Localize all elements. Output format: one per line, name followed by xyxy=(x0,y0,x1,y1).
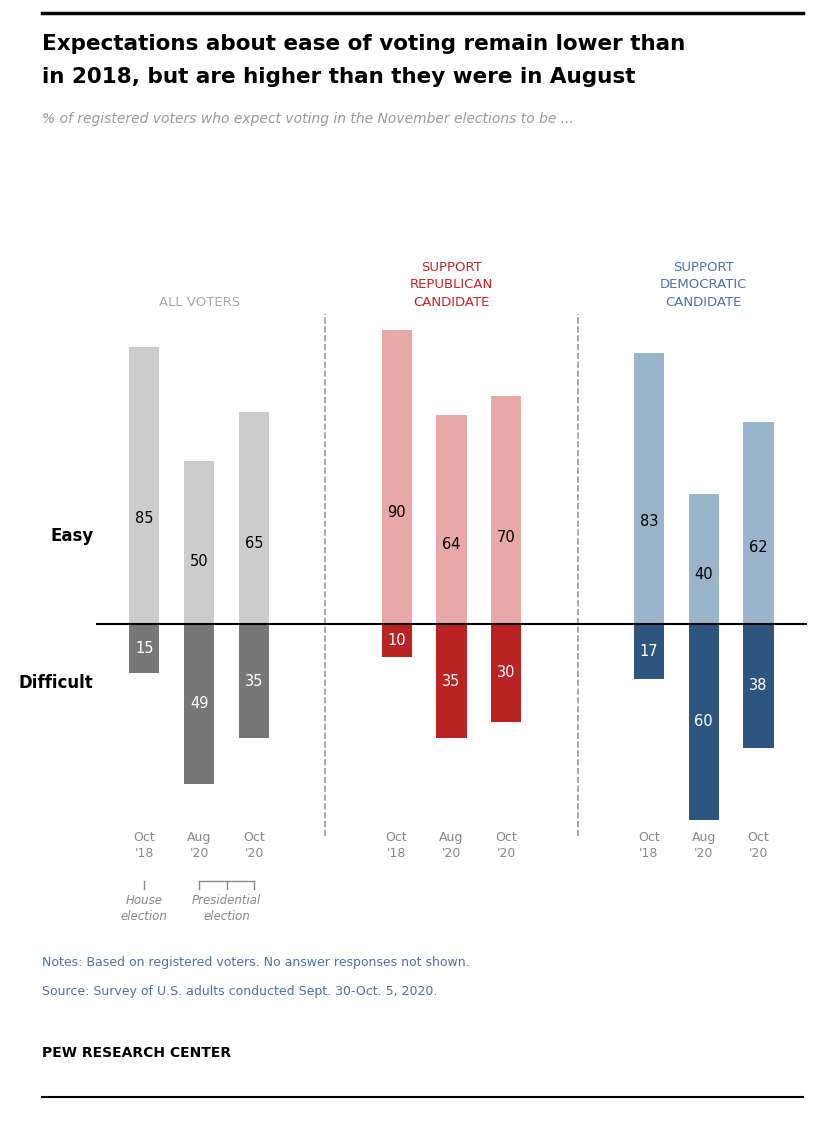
Bar xyxy=(184,461,214,624)
Text: 10: 10 xyxy=(387,633,406,647)
Text: SUPPORT
REPUBLICAN
CANDIDATE: SUPPORT REPUBLICAN CANDIDATE xyxy=(410,260,493,309)
Text: 30: 30 xyxy=(497,665,516,680)
Text: Oct
'20: Oct '20 xyxy=(243,831,265,859)
Text: Source: Survey of U.S. adults conducted Sept. 30-Oct. 5, 2020.: Source: Survey of U.S. adults conducted … xyxy=(42,985,437,999)
Text: 64: 64 xyxy=(442,537,461,552)
Text: Oct
'20: Oct '20 xyxy=(496,831,517,859)
Bar xyxy=(184,624,214,784)
Bar xyxy=(436,415,466,624)
Text: Expectations about ease of voting remain lower than: Expectations about ease of voting remain… xyxy=(42,34,685,54)
Text: 50: 50 xyxy=(190,554,208,570)
Bar xyxy=(381,624,411,656)
Text: 83: 83 xyxy=(640,514,658,528)
Text: Oct
'20: Oct '20 xyxy=(747,831,769,859)
Text: Oct
'18: Oct '18 xyxy=(134,831,155,859)
Text: % of registered voters who expect voting in the November elections to be ...: % of registered voters who expect voting… xyxy=(42,112,573,126)
Text: 90: 90 xyxy=(387,505,406,519)
Text: 65: 65 xyxy=(245,536,263,551)
Text: Oct
'18: Oct '18 xyxy=(638,831,660,859)
Text: Notes: Based on registered voters. No answer responses not shown.: Notes: Based on registered voters. No an… xyxy=(42,956,470,969)
Text: Aug
'20: Aug '20 xyxy=(439,831,464,859)
Text: PEW RESEARCH CENTER: PEW RESEARCH CENTER xyxy=(42,1046,231,1059)
Text: in 2018, but are higher than they were in August: in 2018, but are higher than they were i… xyxy=(42,67,635,88)
Text: Easy: Easy xyxy=(50,527,94,545)
Bar xyxy=(743,624,773,748)
Bar xyxy=(130,624,160,673)
Bar xyxy=(634,624,664,680)
Bar xyxy=(381,331,411,624)
Text: 60: 60 xyxy=(695,715,713,729)
Text: 38: 38 xyxy=(749,679,767,693)
Bar xyxy=(436,624,466,738)
Text: Difficult: Difficult xyxy=(18,673,94,691)
Text: 70: 70 xyxy=(497,530,516,544)
Bar xyxy=(634,353,664,624)
Bar xyxy=(743,422,773,624)
Text: 49: 49 xyxy=(190,697,208,711)
Text: SUPPORT
DEMOCRATIC
CANDIDATE: SUPPORT DEMOCRATIC CANDIDATE xyxy=(660,260,747,309)
Text: ALL VOTERS: ALL VOTERS xyxy=(159,295,240,309)
Text: 62: 62 xyxy=(749,540,767,554)
Text: 17: 17 xyxy=(640,644,658,659)
Text: House
election: House election xyxy=(121,894,168,923)
Text: Oct
'18: Oct '18 xyxy=(385,831,407,859)
Bar xyxy=(492,624,522,721)
Text: 35: 35 xyxy=(245,673,263,689)
Bar xyxy=(492,396,522,624)
Text: Presidential
election: Presidential election xyxy=(192,894,262,923)
Text: 15: 15 xyxy=(135,641,154,656)
Bar xyxy=(689,494,719,624)
Text: Aug
'20: Aug '20 xyxy=(187,831,212,859)
Text: 85: 85 xyxy=(135,512,154,526)
Text: 35: 35 xyxy=(442,673,461,689)
Bar xyxy=(689,624,719,819)
Bar xyxy=(130,347,160,624)
Text: Aug
'20: Aug '20 xyxy=(691,831,716,859)
Bar xyxy=(239,412,269,624)
Bar xyxy=(239,624,269,738)
Text: 40: 40 xyxy=(695,567,713,582)
